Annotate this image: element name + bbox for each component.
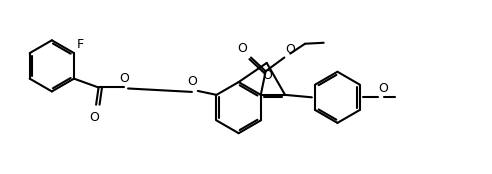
Text: O: O [187,76,197,88]
Text: F: F [76,38,84,51]
Text: O: O [285,42,295,56]
Text: O: O [378,82,388,95]
Text: O: O [237,42,247,55]
Text: O: O [89,111,99,124]
Text: O: O [119,72,129,85]
Text: O: O [262,69,272,82]
